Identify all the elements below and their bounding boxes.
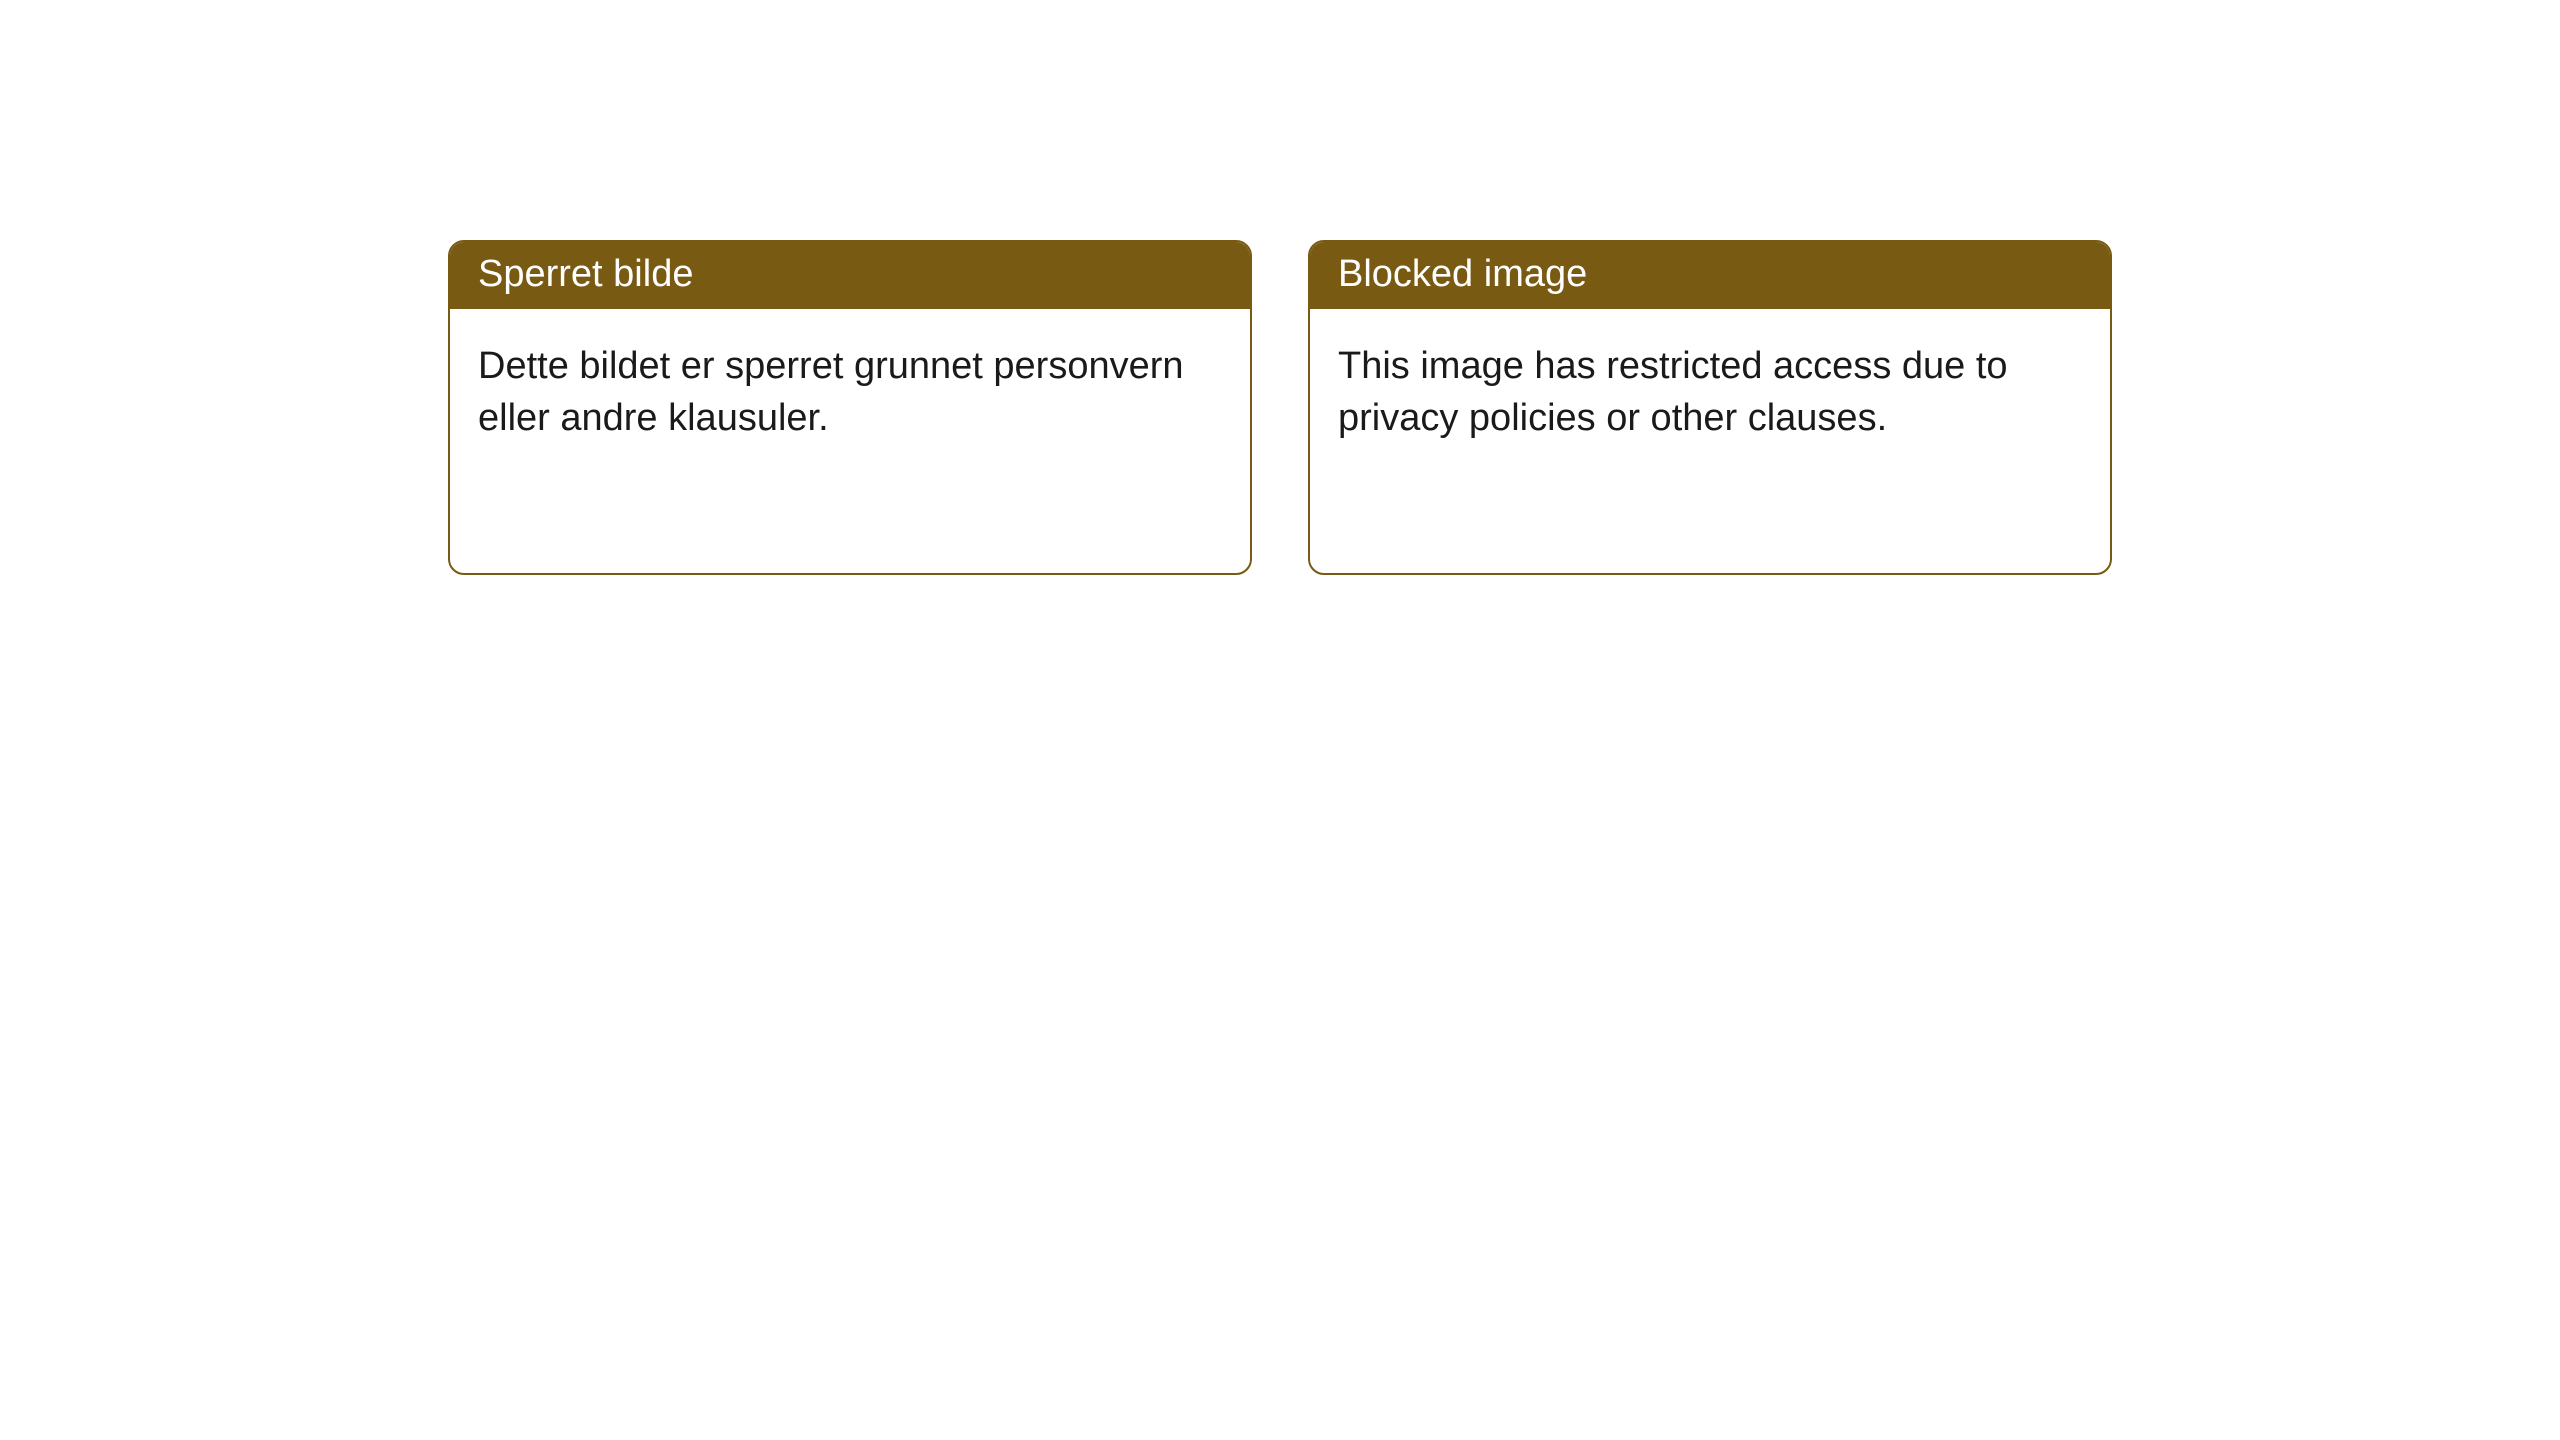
- notice-container: Sperret bilde Dette bildet er sperret gr…: [0, 0, 2560, 575]
- notice-body-norwegian: Dette bildet er sperret grunnet personve…: [450, 309, 1250, 476]
- notice-body-english: This image has restricted access due to …: [1310, 309, 2110, 476]
- notice-card-english: Blocked image This image has restricted …: [1308, 240, 2112, 575]
- notice-title-english: Blocked image: [1310, 242, 2110, 309]
- notice-title-norwegian: Sperret bilde: [450, 242, 1250, 309]
- notice-card-norwegian: Sperret bilde Dette bildet er sperret gr…: [448, 240, 1252, 575]
